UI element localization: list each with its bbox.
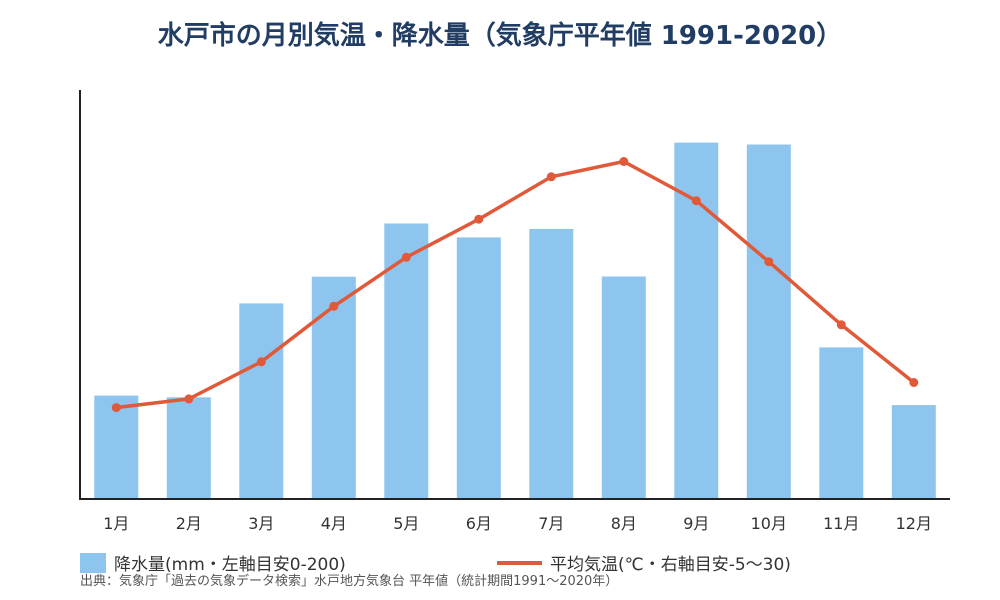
- x-tick-label: 10月: [751, 514, 787, 533]
- x-tick-label: 7月: [538, 514, 564, 533]
- x-tick-label: 9月: [683, 514, 709, 533]
- x-tick-label: 11月: [823, 514, 859, 533]
- temperature-point-2: [184, 394, 194, 404]
- x-tick-label: 2月: [176, 514, 202, 533]
- x-tick-labels: 1月 2月 3月 4月 5月 6月 7月 8月 9月 10月 11月 12月: [103, 514, 932, 533]
- precipitation-bar-4: [311, 276, 356, 499]
- legend-swatch-precipitation: [80, 553, 106, 573]
- precipitation-bars: [94, 142, 936, 499]
- plot-area: 1月 2月 3月 4月 5月 6月 7月 8月 9月 10月 11月 12月: [79, 90, 950, 533]
- legend-label-precipitation: 降水量(mm・左軸目安0-200): [114, 555, 346, 575]
- precipitation-bar-9: [674, 142, 719, 499]
- temperature-point-3: [256, 357, 266, 367]
- temperature-point-6: [474, 214, 484, 224]
- precipitation-bar-6: [456, 237, 501, 499]
- source-note: 出典：気象庁「過去の気象データ検索」水戸地方気象台 平年値（統計期間1991〜2…: [80, 573, 618, 589]
- x-tick-label: 12月: [896, 514, 932, 533]
- legend-label-temperature: 平均気温(℃・右軸目安-5〜30): [550, 555, 791, 575]
- temperature-line: [116, 159, 915, 410]
- legend: 降水量(mm・左軸目安0-200) 平均気温(℃・右軸目安-5〜30): [80, 553, 791, 575]
- x-tick-label: 1月: [103, 514, 129, 533]
- x-tick-label: 6月: [466, 514, 492, 533]
- precipitation-bar-7: [529, 228, 574, 499]
- x-tick-label: 4月: [321, 514, 347, 533]
- temperature-point-10: [764, 257, 774, 267]
- temperature-point-7: [546, 172, 556, 182]
- chart-title: 水戸市の月別気温・降水量（気象庁平年値 1991-2020）: [158, 20, 843, 51]
- temperature-point-1: [111, 403, 121, 413]
- temperature-point-5: [401, 252, 411, 262]
- temperature-point-8: [619, 157, 629, 166]
- x-tick-label: 3月: [248, 514, 274, 533]
- precipitation-bar-1: [94, 395, 139, 499]
- temperature-point-11: [836, 320, 846, 330]
- precipitation-bar-3: [239, 303, 284, 499]
- x-tick-label: 5月: [393, 514, 419, 533]
- temperature-point-12: [909, 378, 919, 387]
- precipitation-bar-11: [819, 347, 864, 499]
- temperature-point-4: [329, 301, 339, 311]
- x-tick-label: 8月: [611, 514, 637, 533]
- precipitation-bar-5: [384, 223, 429, 499]
- temperature-point-9: [691, 196, 701, 206]
- precipitation-bar-12: [891, 405, 936, 499]
- temperature-line-layer: [111, 157, 919, 413]
- precipitation-bar-8: [601, 276, 646, 499]
- precipitation-bar-10: [746, 144, 791, 499]
- precipitation-bar-2: [166, 397, 211, 499]
